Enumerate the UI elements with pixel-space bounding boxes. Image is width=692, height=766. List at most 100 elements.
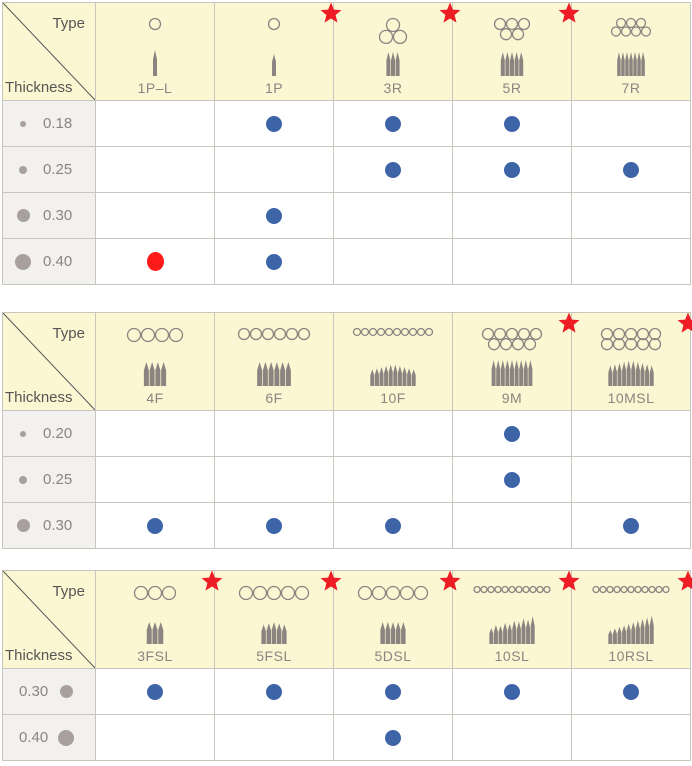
availability-cell: [333, 456, 453, 503]
table-row: 0.30: [2, 668, 691, 715]
thickness-value: 0.40: [43, 253, 73, 270]
thickness-cell: 0.20: [2, 410, 96, 457]
thickness-dot-icon: [20, 430, 26, 437]
five-double-soft-needle-icon: [357, 585, 429, 644]
type-label: Type: [52, 583, 85, 600]
availability-cell: [452, 192, 572, 239]
soft-liner-table: Type Thickness 3FSL 5FSL 5DSL 10SL 10RSL 0.30 0.…: [2, 570, 692, 761]
type-label-text: 10MSL: [607, 389, 655, 406]
type-header-1p-l: 1P–L: [95, 2, 215, 101]
thickness-value: 0.40: [19, 729, 49, 746]
thickness-cell: 0.25: [2, 146, 96, 193]
availability-cell: [95, 146, 215, 193]
type-label: Type: [52, 15, 85, 32]
thickness-cell: 0.40: [2, 714, 96, 761]
thickness-value: 0.30: [19, 683, 49, 700]
table-row: 0.30: [2, 192, 691, 239]
type-header-5dsl: 5DSL: [333, 570, 461, 669]
type-header-6f: 6F: [214, 312, 334, 411]
available-dot-icon: [623, 517, 639, 534]
table-row: 0.20: [2, 410, 691, 457]
corner-cell: Type Thickness: [2, 2, 96, 101]
table-row: 0.25: [2, 146, 691, 193]
availability-cell: [214, 714, 334, 761]
availability-cell: [571, 714, 691, 761]
available-dot-icon: [147, 683, 163, 700]
corner-cell: Type Thickness: [2, 570, 96, 669]
table-row: 0.40: [2, 238, 691, 285]
type-label-text: 3R: [383, 79, 403, 96]
availability-cell: [452, 100, 572, 147]
three-flat-soft-needle-icon: [133, 585, 177, 644]
five-flat-soft-needle-icon: [238, 585, 310, 644]
available-dot-icon: [385, 161, 401, 178]
availability-cell: [571, 668, 691, 715]
availability-cell: [214, 410, 334, 457]
flat-magnum-table: Type Thickness 4F 6F 10F 9M 10MSL 0.20 0.25 0.30: [2, 312, 692, 549]
star-icon: [558, 2, 580, 23]
availability-cell: [95, 502, 215, 549]
available-dot-icon: [147, 517, 163, 534]
available-dot-icon: [266, 253, 282, 270]
availability-cell: [452, 502, 572, 549]
type-header-10sl: 10SL: [452, 570, 580, 669]
thickness-value: 0.25: [43, 471, 73, 488]
available-dot-icon: [266, 683, 282, 700]
available-dot-icon: [504, 161, 520, 178]
availability-cell: [333, 146, 453, 193]
availability-cell: [214, 146, 334, 193]
available-dot-icon: [266, 115, 282, 132]
available-dot-icon: [504, 425, 520, 442]
thickness-label: Thickness: [5, 647, 73, 664]
type-label-text: 3FSL: [137, 647, 173, 664]
header-row: Type Thickness 4F 6F 10F 9M 10MSL: [2, 312, 692, 411]
type-header-3r: 3R: [333, 2, 461, 101]
thickness-dot-icon: [19, 165, 27, 174]
thickness-label: Thickness: [5, 389, 73, 406]
type-header-5r: 5R: [452, 2, 580, 101]
five-round-needle-icon: [493, 17, 531, 76]
availability-cell: [452, 410, 572, 457]
available-dot-icon: [504, 115, 520, 132]
type-label-text: 5DSL: [374, 647, 412, 664]
table-row: 0.40: [2, 714, 691, 761]
availability-cell: [571, 146, 691, 193]
available-dot-icon: [385, 517, 401, 534]
nine-magnum-needle-icon: [481, 327, 543, 386]
thickness-cell: 0.18: [2, 100, 96, 147]
table-row: 0.18: [2, 100, 691, 147]
star-icon: [558, 570, 580, 591]
availability-cell: [333, 714, 453, 761]
availability-cell: [452, 668, 572, 715]
type-header-4f: 4F: [95, 312, 215, 411]
availability-cell: [214, 238, 334, 285]
thickness-dot-icon: [15, 253, 31, 270]
availability-cell: [333, 502, 453, 549]
ten-round-soft-needle-icon: [592, 585, 670, 644]
availability-cell: [95, 410, 215, 457]
table-row: 0.25: [2, 456, 691, 503]
availability-cell: [214, 456, 334, 503]
star-icon: [677, 570, 692, 591]
thickness-label: Thickness: [5, 79, 73, 96]
availability-cell: [214, 100, 334, 147]
ten-magnum-soft-needle-icon: [600, 327, 662, 386]
type-label-text: 1P–L: [137, 79, 173, 96]
type-header-10f: 10F: [333, 312, 453, 411]
thickness-value: 0.18: [43, 115, 73, 132]
availability-cell: [95, 100, 215, 147]
single-needle-long-icon: [148, 17, 162, 76]
star-icon: [677, 312, 692, 333]
thickness-dot-icon: [16, 209, 30, 222]
availability-cell: [95, 192, 215, 239]
type-header-9m: 9M: [452, 312, 580, 411]
star-icon: [201, 570, 223, 591]
type-label-text: 4F: [146, 389, 164, 406]
availability-cell: [214, 192, 334, 239]
thickness-value: 0.30: [43, 517, 73, 534]
type-label-text: 6F: [265, 389, 283, 406]
type-header-5fsl: 5FSL: [214, 570, 342, 669]
ten-soft-needle-icon: [473, 585, 551, 644]
availability-cell: [571, 100, 691, 147]
three-round-needle-icon: [378, 17, 408, 76]
